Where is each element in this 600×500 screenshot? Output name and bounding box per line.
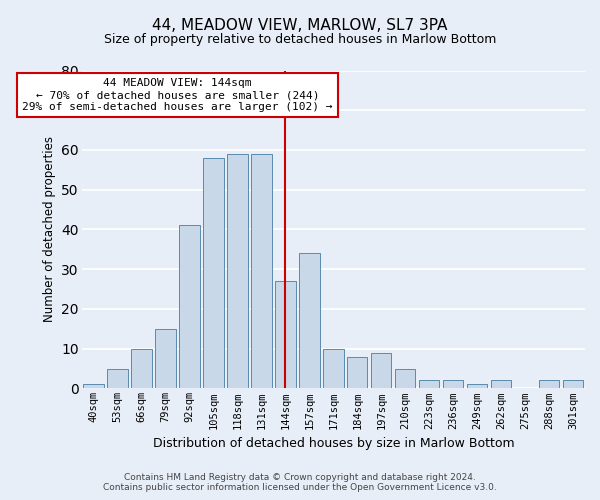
Bar	[563, 380, 583, 388]
Text: Contains HM Land Registry data © Crown copyright and database right 2024.
Contai: Contains HM Land Registry data © Crown c…	[103, 473, 497, 492]
Text: 44, MEADOW VIEW, MARLOW, SL7 3PA: 44, MEADOW VIEW, MARLOW, SL7 3PA	[152, 18, 448, 32]
Bar	[419, 380, 439, 388]
Bar	[443, 380, 463, 388]
Bar	[539, 380, 559, 388]
Bar	[179, 226, 200, 388]
Bar	[203, 158, 224, 388]
Bar	[251, 154, 272, 388]
Bar	[155, 329, 176, 388]
Bar	[131, 348, 152, 389]
Y-axis label: Number of detached properties: Number of detached properties	[43, 136, 56, 322]
Bar	[491, 380, 511, 388]
Bar	[107, 368, 128, 388]
Bar	[371, 352, 391, 388]
Bar	[227, 154, 248, 388]
X-axis label: Distribution of detached houses by size in Marlow Bottom: Distribution of detached houses by size …	[152, 437, 514, 450]
Text: Size of property relative to detached houses in Marlow Bottom: Size of property relative to detached ho…	[104, 32, 496, 46]
Bar	[467, 384, 487, 388]
Bar	[275, 281, 296, 388]
Bar	[323, 348, 344, 389]
Text: 44 MEADOW VIEW: 144sqm
← 70% of detached houses are smaller (244)
29% of semi-de: 44 MEADOW VIEW: 144sqm ← 70% of detached…	[22, 78, 333, 112]
Bar	[299, 254, 320, 388]
Bar	[395, 368, 415, 388]
Bar	[83, 384, 104, 388]
Bar	[347, 356, 367, 388]
